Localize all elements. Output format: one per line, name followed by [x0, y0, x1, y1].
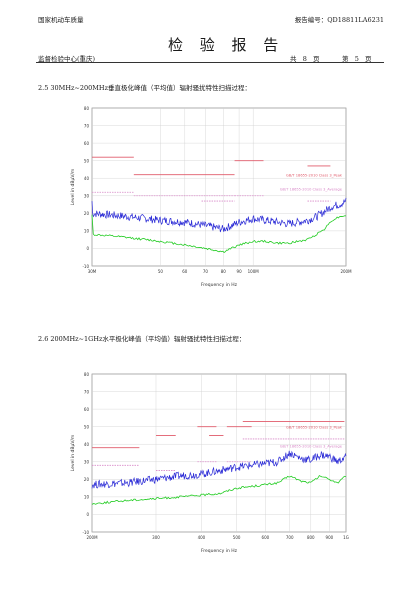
page-total-label: 共: [290, 55, 297, 63]
x-axis-label: Frequency in Hz: [201, 282, 238, 288]
y-tick-label: -10: [82, 530, 89, 535]
average-trace: [91, 474, 347, 505]
y-tick-label: 70: [84, 389, 90, 394]
y-tick-label: 30: [84, 194, 90, 199]
y-tick-label: 50: [84, 158, 90, 163]
legend-peak-label: GB/T 18655-2010 Class 3_Peak: [286, 425, 343, 429]
page-total-value: 8: [302, 55, 307, 63]
org-name: 国家机动车质量: [38, 16, 84, 24]
y-tick-label: 50: [84, 424, 90, 429]
page-current: 第 5 页: [342, 53, 372, 63]
y-tick-label: 20: [84, 477, 90, 482]
section-heading-1: 2.5 30MHz~200MHz垂直极化峰值（平均值）辐射骚扰特性扫描过程：: [38, 84, 252, 92]
y-axis-label: Level in dBµV/m: [70, 169, 76, 206]
peak-trace: [91, 197, 347, 233]
x-tick-label: 600: [262, 535, 270, 540]
inspection-center: 监督检验中心(重庆): [38, 55, 96, 63]
plot-area: [91, 373, 347, 533]
x-tick-label: 200M: [86, 535, 98, 540]
x-tick-label: 200M: [340, 269, 352, 274]
y-tick-label: 10: [84, 229, 90, 234]
x-tick-label: 1G: [343, 535, 349, 540]
y-axis-label: Level in dBµV/m: [70, 435, 76, 472]
page-current-value: 5: [354, 55, 359, 63]
x-tick-label: 60: [182, 269, 188, 274]
x-tick-label: 30M: [88, 269, 97, 274]
legend-peak-label: GB/T 18655-2010 Class 3_Peak: [286, 173, 343, 177]
y-tick-label: 10: [84, 495, 90, 500]
peak-trace: [91, 450, 347, 489]
y-tick-label: 60: [84, 141, 90, 146]
section-heading-2: 2.6 200MHz~1GHz水平极化峰值（平均值）辐射骚扰特性扫描过程：: [38, 335, 246, 343]
y-tick-label: 40: [84, 442, 90, 447]
average-trace: [91, 214, 347, 253]
header-divider: [36, 62, 384, 63]
y-tick-label: 40: [84, 176, 90, 181]
page-current-label: 第: [342, 55, 349, 63]
x-tick-label: 900: [326, 535, 334, 540]
x-tick-label: 70: [203, 269, 209, 274]
legend-average-label: GB/T 18655-2010 Class 3_Average: [280, 445, 343, 449]
y-tick-label: 60: [84, 407, 90, 412]
x-tick-label: 300: [152, 535, 160, 540]
x-tick-label: 800: [307, 535, 315, 540]
legend-average-label: GB/T 18655-2010 Class 3_Average: [280, 188, 343, 192]
y-tick-label: 0: [86, 512, 89, 517]
y-tick-label: 20: [84, 211, 90, 216]
page-total: 共 8 页: [290, 53, 320, 63]
report-title: 检 验 报 告: [168, 36, 285, 54]
y-tick-label: 80: [84, 106, 90, 111]
y-tick-label: 30: [84, 460, 90, 465]
x-axis-label: Frequency in Hz: [201, 548, 238, 554]
chart-1: 80 70 60 50 40 30 20 10 0 -10 30M 50 60 70 80 90 100M 200…: [66, 100, 354, 292]
page-current-unit: 页: [365, 55, 372, 63]
y-tick-label: -10: [82, 264, 89, 269]
x-tick-label: 100M: [248, 269, 260, 274]
x-tick-label: 50: [158, 269, 164, 274]
x-tick-label: 500: [233, 535, 241, 540]
chart-2: 80 70 60 50 40 30 20 10 0 -10 200M 300 400 500 600 700 8…: [66, 366, 354, 558]
page-total-unit: 页: [313, 55, 320, 63]
plot-area: [91, 107, 347, 267]
x-tick-label: 700: [286, 535, 294, 540]
y-tick-label: 70: [84, 123, 90, 128]
x-tick-label: 90: [237, 269, 243, 274]
x-tick-label: 400: [198, 535, 206, 540]
y-tick-label: 0: [86, 246, 89, 251]
x-tick-label: 80: [221, 269, 227, 274]
y-tick-label: 80: [84, 372, 90, 377]
report-number: 报告编号：QD18811LA6231: [294, 16, 384, 24]
